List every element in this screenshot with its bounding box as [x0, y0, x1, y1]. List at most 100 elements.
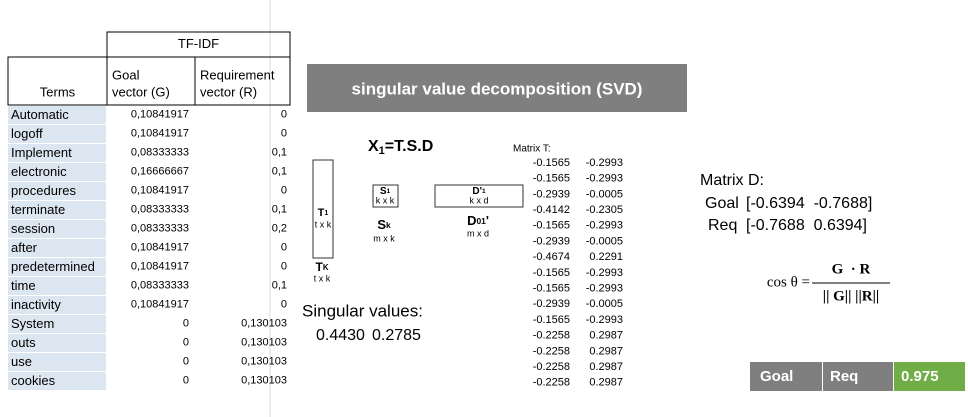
matrix-dims: m x d [467, 228, 489, 238]
term-cell [8, 220, 106, 238]
cell: 0 [281, 108, 287, 120]
matrix-t-value: 0.2291 [589, 251, 623, 263]
term-cell [8, 258, 106, 276]
term-cell [8, 182, 106, 200]
term-cell [8, 372, 106, 390]
result-label: Goal [760, 368, 793, 385]
matrix-t-value: -0.2258 [533, 361, 570, 373]
singular-values-label: Singular values: [302, 301, 423, 320]
matrix-t-value: -0.2939 [533, 298, 570, 310]
matrix-t-value: -0.2993 [586, 220, 623, 232]
banner-bg [307, 64, 687, 112]
matrix-t: -0.1565 -0.2993 -0.1565 -0.2993 -0.2939 -0.00… [533, 157, 623, 389]
header: vector (R) [200, 84, 257, 99]
cell: 0,1 [272, 279, 287, 291]
formula-lhs: cos θ = [767, 274, 810, 290]
cell: 0 [281, 298, 287, 310]
result-value: 0.975 [901, 368, 939, 385]
singular-value: 0.2785 [372, 327, 421, 344]
d1-box [434, 184, 524, 208]
term: procedures [11, 183, 77, 198]
term-cell [8, 277, 106, 295]
cell: 0 [183, 374, 189, 386]
header: Requirement [200, 67, 275, 82]
result-label: Req [830, 368, 858, 385]
cell: 0,1 [272, 146, 287, 158]
formula-numerator: G · R [832, 261, 871, 277]
matrix-t-value: -0.4142 [533, 204, 570, 216]
header: Goal [112, 67, 140, 82]
matrix-t-value: 0.2987 [589, 330, 623, 342]
cell: 0 [183, 336, 189, 348]
term-cell [8, 125, 106, 143]
cell: 0 [281, 241, 287, 253]
matrix-t-value: -0.2939 [533, 188, 570, 200]
term: System [11, 316, 54, 331]
singular-value: 0.4430 [316, 327, 365, 344]
cell: 0 [183, 317, 189, 329]
cell: 0,08333333 [131, 203, 189, 215]
matrix-symbol: Sk [377, 217, 391, 232]
matrix-t-value: -0.2993 [586, 314, 623, 326]
matrix-dims: t x k [315, 219, 332, 229]
matrix-d-title: Matrix D: [700, 172, 764, 189]
term-cell [8, 144, 106, 162]
matrix-t-value: -0.2993 [586, 157, 623, 169]
cell: 0,10841917 [131, 108, 189, 120]
t1-box [312, 159, 334, 259]
matrix-t-value: -0.2258 [533, 345, 570, 357]
matrix-symbol: D'1 [472, 186, 486, 197]
matrix-dims: k x k [376, 195, 395, 205]
matrix-t-value: -0.2993 [586, 173, 623, 185]
matrix-d-label: Goal [705, 195, 739, 212]
term: logoff [11, 126, 43, 141]
matrix-t-value: -0.1565 [533, 314, 570, 326]
cell: 0,10841917 [131, 298, 189, 310]
matrix-dims: k x d [469, 195, 488, 205]
header: Terms [40, 84, 76, 99]
cell: 0 [281, 184, 287, 196]
formula-denominator: || G|| ||R|| [823, 288, 879, 304]
cell: 0,130103 [241, 374, 287, 386]
matrix-d-row: [-0.6394 -0.7688] [746, 195, 872, 212]
term: use [11, 354, 32, 369]
term-cell [8, 239, 106, 257]
cell: 0 [281, 127, 287, 139]
matrix-t-value: 0.2987 [589, 345, 623, 357]
matrix-t-value: -0.2258 [533, 330, 570, 342]
matrix-t-value: -0.4674 [533, 251, 570, 263]
matrix-dims: m x k [373, 233, 395, 243]
matrix-t-value: -0.0005 [586, 298, 623, 310]
matrix-t-value: -0.1565 [533, 283, 570, 295]
term-cell [8, 315, 106, 333]
term: cookies [11, 373, 56, 388]
matrix-dims: t x k [314, 273, 331, 283]
cell: 0,08333333 [131, 222, 189, 234]
matrix-t-value: 0.2987 [589, 377, 623, 389]
term: predetermined [11, 259, 95, 274]
matrix-t-value: 0.2987 [589, 361, 623, 373]
matrix-t-value: -0.2993 [586, 267, 623, 279]
term-cell [8, 106, 106, 124]
term: outs [11, 335, 36, 350]
cell: 0,130103 [241, 336, 287, 348]
cell: 0,130103 [241, 355, 287, 367]
term-cell [8, 163, 106, 181]
term: inactivity [11, 297, 61, 312]
s1-box [372, 184, 399, 208]
group-header: TF-IDF [178, 36, 219, 51]
matrix-t-value: -0.1565 [533, 173, 570, 185]
result-cell [823, 362, 893, 391]
term-cell [8, 353, 106, 371]
cell: 0,16666667 [131, 165, 189, 177]
matrix-t-value: -0.2993 [586, 283, 623, 295]
matrix-t-value: -0.1565 [533, 157, 570, 169]
matrix-symbol: D01' [467, 213, 489, 228]
matrix-t-value: -0.1565 [533, 220, 570, 232]
term-cell [8, 201, 106, 219]
matrix-t-value: -0.1565 [533, 267, 570, 279]
term: Implement [11, 145, 72, 160]
matrix-symbol: TK [316, 260, 329, 274]
